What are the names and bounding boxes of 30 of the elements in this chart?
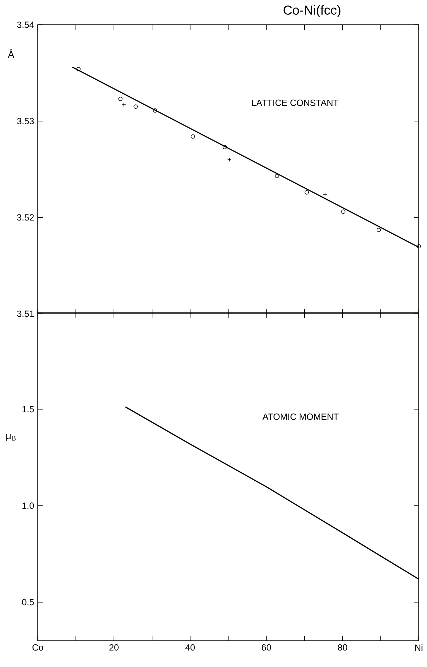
- x-tick-label: 20: [110, 644, 120, 651]
- point: [342, 210, 346, 214]
- point: [323, 192, 328, 197]
- x-tick-label: 60: [262, 644, 272, 651]
- y-tick-label: 0.5: [22, 599, 34, 606]
- y-tick-label: 3.53: [18, 118, 34, 125]
- point: [118, 97, 123, 102]
- x-tick-label: Ni: [416, 644, 423, 652]
- point: [305, 190, 310, 195]
- point: [153, 108, 158, 113]
- chart-title: Co-Ni(fcc): [284, 5, 341, 18]
- y-tick-label: 3.51: [18, 310, 34, 318]
- y-tick-label: 1.5: [22, 406, 34, 413]
- point: [122, 102, 126, 108]
- annotation: LATTICE CONSTANT: [252, 100, 339, 106]
- point: [76, 67, 82, 72]
- point: [191, 134, 196, 139]
- y-axis-title: Å: [8, 50, 15, 58]
- y-tick-label: 1.0: [22, 502, 34, 510]
- y-axis-title: μ$_{B}$: [6, 434, 16, 442]
- y-tick-label: 3.52: [18, 214, 34, 221]
- x-tick-label: 40: [186, 644, 196, 651]
- annotation: ATOMIC MOMENT: [262, 414, 340, 420]
- y-tick-label: 3.54: [18, 22, 34, 28]
- point: [223, 145, 228, 150]
- x-tick-label: Co: [32, 644, 44, 651]
- point: [275, 174, 280, 178]
- point: [377, 228, 382, 232]
- point: [134, 104, 138, 109]
- x-tick-label: 80: [338, 644, 348, 651]
